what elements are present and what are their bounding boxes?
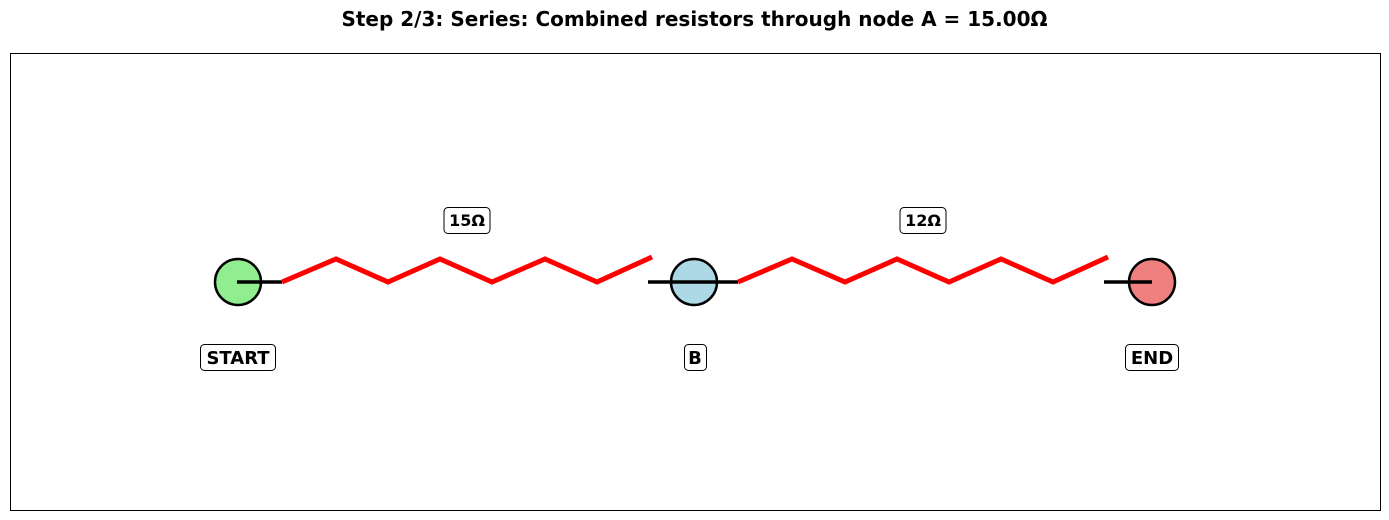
resistor-label-box-2 — [899, 207, 947, 234]
node-label-box-b — [684, 344, 707, 371]
node-label-box-end — [1125, 344, 1179, 371]
resistor-value-label-1: 15Ω — [449, 211, 485, 230]
resistor-start-b — [281, 254, 654, 285]
node-label-box-start — [200, 344, 276, 371]
node-label-b: B — [688, 348, 702, 369]
node-label-start: START — [206, 348, 270, 369]
resistor-b-end — [737, 254, 1110, 285]
resistor-value-label-2: 12Ω — [905, 211, 941, 230]
diagram-title: Step 2/3: Series: Combined resistors thr… — [341, 7, 1048, 31]
resistor-label-box-1 — [443, 207, 491, 234]
node-label-end: END — [1131, 348, 1173, 369]
plot-frame — [10, 53, 1381, 511]
